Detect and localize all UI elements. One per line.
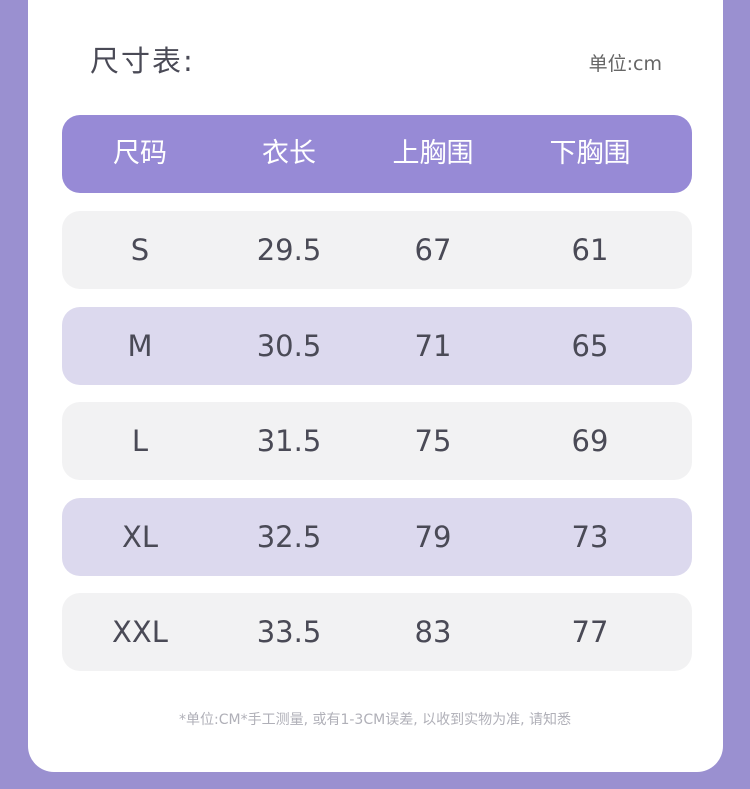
cell-upper-bust: 79 xyxy=(414,519,452,554)
cell-under-bust: 77 xyxy=(571,615,609,649)
cell-length: 29.5 xyxy=(256,233,322,267)
footnote: *单位:CM*手工测量, 或有1-3CM误差, 以收到实物为准, 请知悉 xyxy=(179,712,571,728)
header-upper-bust: 上胸围 xyxy=(392,138,474,169)
table-row: XXL 33.5 83 77 xyxy=(62,593,692,671)
cell-upper-bust: 71 xyxy=(414,328,452,363)
cell-length: 32.5 xyxy=(256,519,322,554)
cell-upper-bust: 75 xyxy=(414,424,452,458)
cell-under-bust: 61 xyxy=(571,233,609,267)
header-length: 衣长 xyxy=(262,138,316,169)
cell-under-bust: 65 xyxy=(571,328,609,363)
table-row: XL 32.5 79 73 xyxy=(62,497,692,576)
cell-upper-bust: 67 xyxy=(414,233,452,267)
cell-under-bust: 69 xyxy=(571,424,609,458)
table-header: 尺码 衣长 上胸围 下胸围 xyxy=(62,115,692,193)
chart-title: 尺寸表: xyxy=(90,44,195,78)
table-row: L 31.5 75 69 xyxy=(62,402,692,480)
cell-size: XXL xyxy=(112,615,168,649)
header-size: 尺码 xyxy=(113,138,167,169)
cell-under-bust: 73 xyxy=(571,519,609,554)
cell-size: S xyxy=(130,233,150,267)
cell-size: XL xyxy=(121,519,159,554)
header-under-bust: 下胸围 xyxy=(549,138,631,169)
cell-size: M xyxy=(127,328,153,363)
cell-size: L xyxy=(131,424,149,458)
cell-length: 30.5 xyxy=(256,328,322,363)
table-row: M 30.5 71 65 xyxy=(62,306,692,385)
unit-label: 单位:cm xyxy=(588,53,662,75)
cell-upper-bust: 83 xyxy=(414,615,452,649)
table-row: S 29.5 67 61 xyxy=(62,211,692,289)
cell-length: 31.5 xyxy=(256,424,322,458)
cell-length: 33.5 xyxy=(256,615,322,649)
